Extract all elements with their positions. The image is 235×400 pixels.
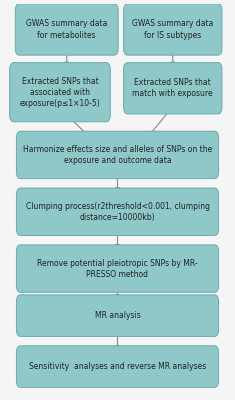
FancyBboxPatch shape [15,4,118,55]
Text: Sensitivity  analyses and reverse MR analyses: Sensitivity analyses and reverse MR anal… [29,362,206,371]
FancyBboxPatch shape [16,245,219,292]
Text: Harmonize effects size and alleles of SNPs on the
exposure and outcome data: Harmonize effects size and alleles of SN… [23,145,212,165]
FancyBboxPatch shape [16,131,219,179]
Text: MR analysis: MR analysis [95,311,140,320]
Text: Extracted SNPs that
match with exposure: Extracted SNPs that match with exposure [133,78,213,98]
FancyBboxPatch shape [16,188,219,236]
Text: Extracted SNPs that
associated with
exposure(p≤1×10-5): Extracted SNPs that associated with expo… [20,76,100,108]
FancyBboxPatch shape [16,346,219,387]
Text: GWAS summary data
for metabolites: GWAS summary data for metabolites [26,20,107,40]
FancyBboxPatch shape [16,295,219,336]
FancyBboxPatch shape [10,63,110,122]
Text: Remove potential pleiotropic SNPs by MR-
PRESSO method: Remove potential pleiotropic SNPs by MR-… [37,258,198,279]
FancyBboxPatch shape [124,4,222,55]
Text: GWAS summary data
for IS subtypes: GWAS summary data for IS subtypes [132,20,213,40]
Text: Clumping process(r2threshold<0.001, clumping
distance=10000kb): Clumping process(r2threshold<0.001, clum… [26,202,209,222]
FancyBboxPatch shape [124,63,222,114]
